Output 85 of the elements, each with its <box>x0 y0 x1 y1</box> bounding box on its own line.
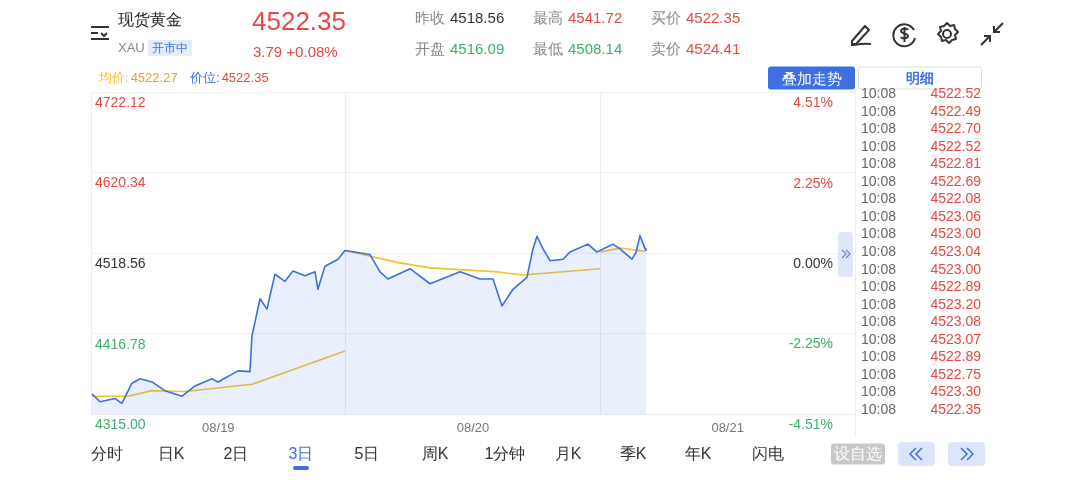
text: 10:08 <box>861 207 897 225</box>
text: 4522.75 <box>930 365 981 383</box>
text: 10:08 <box>861 172 897 190</box>
text: 10:08 <box>861 400 897 418</box>
text: 1分钟 <box>484 444 526 464</box>
text: 周K <box>421 444 449 464</box>
text: 分时 <box>91 444 123 464</box>
text: 10:08 <box>861 242 897 260</box>
y-tick-label: 4620.34 <box>95 174 146 191</box>
text: 卖价 <box>651 40 681 58</box>
text: 闪电 <box>752 444 784 464</box>
text: 10:08 <box>861 347 897 365</box>
y-tick-label: 4315.00 <box>95 416 146 433</box>
text: 开市中 <box>148 39 192 57</box>
text: 4522.35 <box>252 6 346 38</box>
text: 10:08 <box>861 365 897 383</box>
text: 10:08 <box>861 189 897 207</box>
text: 5日 <box>354 444 380 464</box>
text: 4516.09 <box>450 40 505 58</box>
text: 4522.27 <box>130 70 178 86</box>
text: 最低 <box>533 40 563 58</box>
text: 年K <box>684 444 712 464</box>
text: 3.79 +0.08% <box>253 43 338 61</box>
text: 4522.35 <box>930 400 981 418</box>
text: 10:08 <box>861 154 897 172</box>
text: 4522.89 <box>930 277 981 295</box>
text: 日K <box>157 444 185 464</box>
text: 2日 <box>223 444 249 464</box>
text: 4522.08 <box>930 189 981 207</box>
text: 现货黄金 <box>118 10 182 30</box>
text: 4523.04 <box>930 242 981 260</box>
text: 4522.35 <box>686 9 741 27</box>
text: 10:08 <box>861 295 897 312</box>
text: 4522.89 <box>930 347 981 365</box>
x-tick-label: 08/21 <box>711 419 744 435</box>
text: 4508.14 <box>568 40 623 58</box>
x-tick-label: 08/20 <box>456 419 490 435</box>
text: 4522.49 <box>930 102 981 119</box>
y2-tick-label: 2.25% <box>793 174 833 191</box>
text: 10:08 <box>861 277 897 295</box>
text: 10:08 <box>861 224 897 242</box>
y2-tick-label: 0.00% <box>793 255 833 272</box>
y2-tick-label: -2.25% <box>788 335 833 352</box>
text: 4541.72 <box>568 9 623 27</box>
text: 4523.08 <box>930 312 981 330</box>
text: 4523.07 <box>930 330 981 348</box>
text: 月K <box>554 444 582 464</box>
text: 4522.70 <box>930 119 981 137</box>
text: 10:08 <box>861 260 897 277</box>
text: 10:08 <box>861 382 897 400</box>
text: 4522.52 <box>930 87 981 102</box>
text: 4522.35 <box>221 70 269 86</box>
text: 4522.81 <box>930 154 981 172</box>
text: 3日 <box>288 444 314 464</box>
text: 4518.56 <box>450 9 505 27</box>
text: 10:08 <box>861 102 897 119</box>
x-tick-label: 08/19 <box>202 419 235 435</box>
text: 4522.52 <box>930 137 981 155</box>
y-tick-label: 4722.12 <box>95 93 146 110</box>
text: 10:08 <box>861 119 897 137</box>
text: 10:08 <box>861 137 897 155</box>
text: 4523.06 <box>930 207 981 225</box>
text: 10:08 <box>861 330 897 348</box>
text: 叠加走势 <box>768 66 855 90</box>
text: 4523.00 <box>930 224 981 242</box>
text: 10:08 <box>861 312 897 330</box>
text: 4523.00 <box>930 260 981 277</box>
text: 开盘 <box>415 40 445 58</box>
text: 均价: <box>99 70 129 86</box>
text: 最高 <box>533 9 563 27</box>
text: 4524.41 <box>686 40 741 58</box>
text: 10:08 <box>861 87 897 102</box>
y-tick-label: 4416.78 <box>95 335 146 352</box>
y2-tick-label: 4.51% <box>793 93 833 110</box>
text: 季K <box>619 444 647 464</box>
y-tick-label: 4518.56 <box>95 255 146 272</box>
text: XAU <box>118 40 145 56</box>
text: 价位: <box>190 70 220 86</box>
text: 明细 <box>906 69 934 86</box>
text: 4523.30 <box>930 382 981 400</box>
text: 4522.69 <box>930 172 981 190</box>
text: 买价 <box>651 9 681 27</box>
y2-tick-label: -4.51% <box>788 416 833 433</box>
text: 4523.20 <box>930 295 981 312</box>
text: 昨收 <box>415 9 445 27</box>
